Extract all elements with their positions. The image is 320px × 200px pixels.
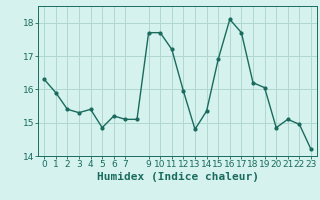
X-axis label: Humidex (Indice chaleur): Humidex (Indice chaleur) [97,172,259,182]
